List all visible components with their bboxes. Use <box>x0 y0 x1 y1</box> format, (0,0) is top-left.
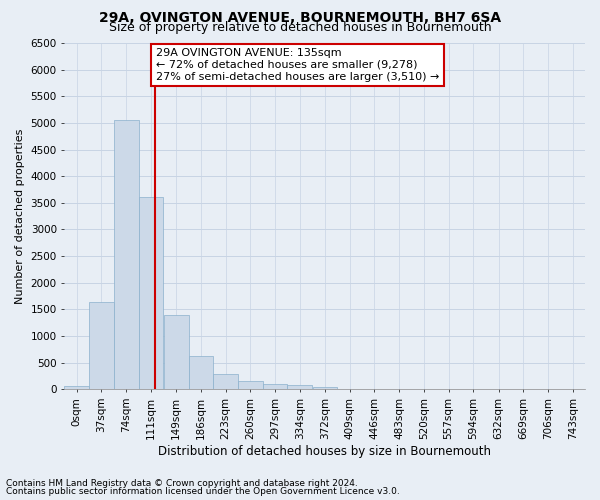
Bar <box>313 387 337 389</box>
Text: 29A, OVINGTON AVENUE, BOURNEMOUTH, BH7 6SA: 29A, OVINGTON AVENUE, BOURNEMOUTH, BH7 6… <box>99 11 501 25</box>
X-axis label: Distribution of detached houses by size in Bournemouth: Distribution of detached houses by size … <box>158 444 491 458</box>
Text: Contains HM Land Registry data © Crown copyright and database right 2024.: Contains HM Land Registry data © Crown c… <box>6 478 358 488</box>
Bar <box>263 384 287 389</box>
Text: Contains public sector information licensed under the Open Government Licence v3: Contains public sector information licen… <box>6 487 400 496</box>
Bar <box>139 198 163 389</box>
Bar <box>89 302 114 389</box>
Bar <box>64 386 89 389</box>
Bar <box>188 356 213 389</box>
Bar <box>114 120 139 389</box>
Text: Size of property relative to detached houses in Bournemouth: Size of property relative to detached ho… <box>109 22 491 35</box>
Y-axis label: Number of detached properties: Number of detached properties <box>15 128 25 304</box>
Bar <box>238 382 263 389</box>
Bar <box>164 314 188 389</box>
Bar <box>213 374 238 389</box>
Text: 29A OVINGTON AVENUE: 135sqm
← 72% of detached houses are smaller (9,278)
27% of : 29A OVINGTON AVENUE: 135sqm ← 72% of det… <box>156 48 439 82</box>
Bar <box>287 385 312 389</box>
